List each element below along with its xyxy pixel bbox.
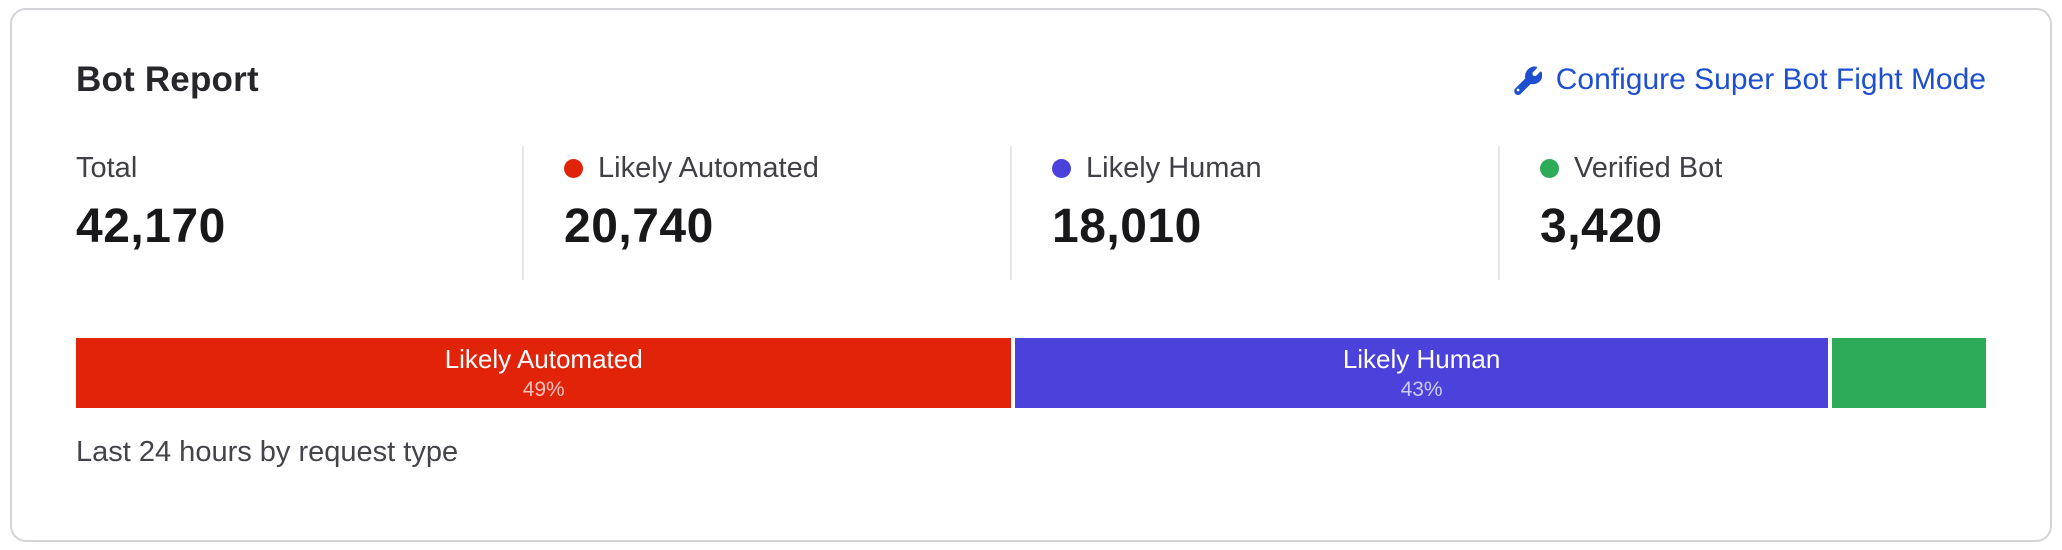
bar-segment-likely-automated[interactable]: Likely Automated 49% bbox=[76, 338, 1012, 408]
bar-segment-verified-bot[interactable] bbox=[1831, 338, 1986, 408]
stat-label: Likely Human bbox=[1086, 152, 1262, 184]
stat-value: 3,420 bbox=[1540, 200, 1663, 253]
stat-likely-automated: Likely Automated 20,740 bbox=[522, 146, 1010, 280]
stat-label: Likely Automated bbox=[598, 152, 819, 184]
chart-caption: Last 24 hours by request type bbox=[76, 436, 459, 468]
stat-likely-human-label-row: Likely Human bbox=[1052, 152, 1478, 185]
segment-percent: 43% bbox=[1400, 377, 1443, 401]
stat-likely-automated-label-row: Likely Automated bbox=[564, 152, 990, 185]
stat-label: Total bbox=[76, 152, 138, 184]
card-header: Bot Report Configure Super Bot Fight Mod… bbox=[76, 60, 1986, 100]
segment-label: Likely Human bbox=[1342, 344, 1501, 375]
stat-likely-human: Likely Human 18,010 bbox=[1010, 146, 1498, 280]
configure-super-bot-fight-mode-link[interactable]: Configure Super Bot Fight Mode bbox=[1512, 63, 1986, 97]
segment-label: Likely Automated bbox=[444, 344, 643, 375]
wrench-icon bbox=[1513, 66, 1542, 95]
request-type-stacked-bar: Likely Automated 49% Likely Human 43% bbox=[76, 338, 1986, 408]
page-title: Bot Report bbox=[76, 60, 259, 99]
likely-automated-dot bbox=[564, 159, 583, 178]
stat-value: 20,740 bbox=[564, 200, 714, 253]
stat-total-label-row: Total bbox=[76, 152, 502, 185]
likely-human-dot bbox=[1052, 159, 1071, 178]
stats-row: Total 42,170 Likely Automated 20,740 Lik… bbox=[76, 146, 1986, 280]
stat-value: 18,010 bbox=[1052, 200, 1202, 253]
segment-percent: 49% bbox=[522, 377, 565, 401]
bar-segment-likely-human[interactable]: Likely Human 43% bbox=[1015, 338, 1828, 408]
stat-label: Verified Bot bbox=[1574, 152, 1723, 184]
bot-report-card: Bot Report Configure Super Bot Fight Mod… bbox=[10, 8, 2052, 542]
stat-total: Total 42,170 bbox=[76, 146, 522, 280]
configure-link-label: Configure Super Bot Fight Mode bbox=[1555, 63, 1986, 96]
verified-bot-dot bbox=[1540, 159, 1559, 178]
stat-verified-bot-label-row: Verified Bot bbox=[1540, 152, 1966, 185]
stat-value: 42,170 bbox=[76, 200, 226, 253]
stat-verified-bot: Verified Bot 3,420 bbox=[1498, 146, 1986, 280]
